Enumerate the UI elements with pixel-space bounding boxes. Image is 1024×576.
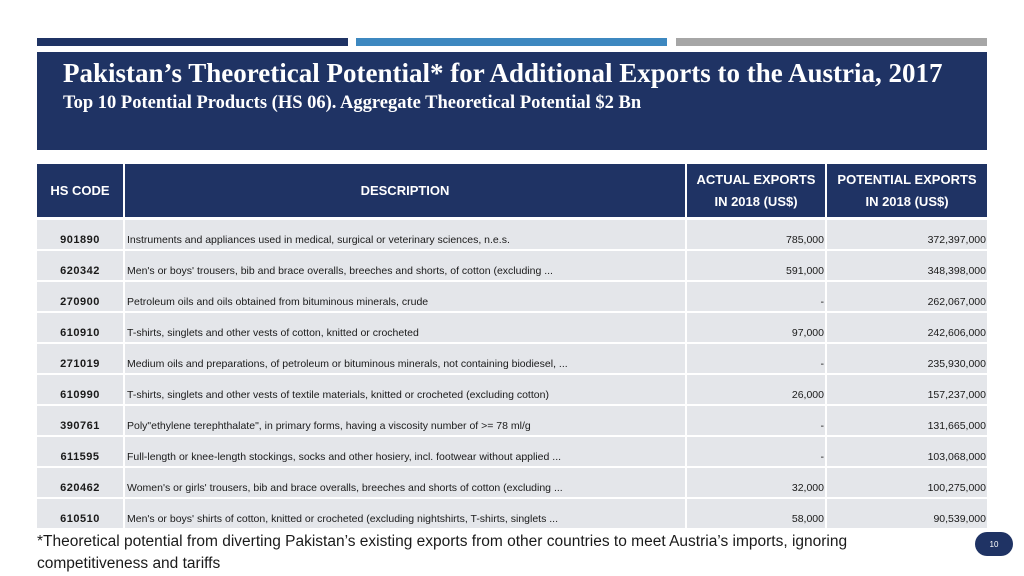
column-header-potential-exports: POTENTIAL EXPORTS IN 2018 (US$) xyxy=(827,164,987,217)
slide-title: Pakistan’s Theoretical Potential* for Ad… xyxy=(63,58,943,88)
page-number-badge: 10 xyxy=(975,532,1013,556)
table-row: 610990 T-shirts, singlets and other vests… xyxy=(37,375,987,404)
hs-code-cell: 270900 xyxy=(37,282,123,311)
table-row: 390761 Poly"ethylene terephthalate", in p… xyxy=(37,406,987,435)
actual-exports-cell: 785,000 xyxy=(687,220,825,249)
hs-code-cell: 620462 xyxy=(37,468,123,497)
potential-exports-cell: 372,397,000 xyxy=(827,220,987,249)
table-body: 901890 Instruments and appliances used in… xyxy=(37,220,987,528)
potential-exports-cell: 242,606,000 xyxy=(827,313,987,342)
table-row: 901890 Instruments and appliances used in… xyxy=(37,220,987,249)
hs-code-cell: 610510 xyxy=(37,499,123,528)
actual-exports-cell: - xyxy=(687,437,825,466)
actual-exports-cell: - xyxy=(687,406,825,435)
hs-code-cell: 610990 xyxy=(37,375,123,404)
actual-exports-cell: 97,000 xyxy=(687,313,825,342)
description-cell: Full-length or knee-length stockings, so… xyxy=(125,437,685,466)
description-cell: T-shirts, singlets and other vests of co… xyxy=(125,313,685,342)
table-row: 610910 T-shirts, singlets and other vests… xyxy=(37,313,987,342)
actual-exports-cell: - xyxy=(687,282,825,311)
description-cell: Petroleum oils and oils obtained from bi… xyxy=(125,282,685,311)
table-row: 610510 Men's or boys' shirts of cotton, k… xyxy=(37,499,987,528)
potential-exports-cell: 235,930,000 xyxy=(827,344,987,373)
table-header: HS CODE DESCRIPTION ACTUAL EXPORTS IN 20… xyxy=(37,164,987,217)
actual-exports-cell: 26,000 xyxy=(687,375,825,404)
actual-exports-cell: 32,000 xyxy=(687,468,825,497)
column-header-actual-exports: ACTUAL EXPORTS IN 2018 (US$) xyxy=(687,164,825,217)
description-cell: Women's or girls' trousers, bib and brac… xyxy=(125,468,685,497)
potential-exports-cell: 100,275,000 xyxy=(827,468,987,497)
description-cell: Instruments and appliances used in medic… xyxy=(125,220,685,249)
hs-code-cell: 390761 xyxy=(37,406,123,435)
potential-exports-cell: 262,067,000 xyxy=(827,282,987,311)
potential-exports-cell: 157,237,000 xyxy=(827,375,987,404)
table-row: 270900 Petroleum oils and oils obtained f… xyxy=(37,282,987,311)
potential-exports-cell: 348,398,000 xyxy=(827,251,987,280)
column-header-description: DESCRIPTION xyxy=(125,164,685,217)
table-row: 271019 Medium oils and preparations, of p… xyxy=(37,344,987,373)
table-row: 620342 Men's or boys' trousers, bib and b… xyxy=(37,251,987,280)
decorative-top-bars xyxy=(37,38,987,46)
potential-exports-cell: 103,068,000 xyxy=(827,437,987,466)
footnote: *Theoretical potential from diverting Pa… xyxy=(37,533,848,572)
table-row: 611595 Full-length or knee-length stockin… xyxy=(37,437,987,466)
top-bar-blue xyxy=(356,38,667,46)
column-header-hs-code: HS CODE xyxy=(37,164,123,217)
hs-code-cell: 271019 xyxy=(37,344,123,373)
description-cell: Men's or boys' trousers, bib and brace o… xyxy=(125,251,685,280)
description-cell: Men's or boys' shirts of cotton, knitted… xyxy=(125,499,685,528)
exports-table: HS CODE DESCRIPTION ACTUAL EXPORTS IN 20… xyxy=(37,164,987,530)
slide-subtitle: Top 10 Potential Products (HS 06). Aggre… xyxy=(63,93,642,113)
hs-code-cell: 610910 xyxy=(37,313,123,342)
top-bar-navy xyxy=(37,38,348,46)
actual-exports-cell: - xyxy=(687,344,825,373)
hs-code-cell: 901890 xyxy=(37,220,123,249)
description-cell: Medium oils and preparations, of petrole… xyxy=(125,344,685,373)
hs-code-cell: 611595 xyxy=(37,437,123,466)
actual-exports-cell: 591,000 xyxy=(687,251,825,280)
slide-header: Pakistan’s Theoretical Potential* for Ad… xyxy=(37,52,987,150)
description-cell: Poly"ethylene terephthalate", in primary… xyxy=(125,406,685,435)
potential-exports-cell: 90,539,000 xyxy=(827,499,987,528)
potential-exports-cell: 131,665,000 xyxy=(827,406,987,435)
description-cell: T-shirts, singlets and other vests of te… xyxy=(125,375,685,404)
actual-exports-cell: 58,000 xyxy=(687,499,825,528)
hs-code-cell: 620342 xyxy=(37,251,123,280)
top-bar-gray xyxy=(676,38,987,46)
table-row: 620462 Women's or girls' trousers, bib an… xyxy=(37,468,987,497)
